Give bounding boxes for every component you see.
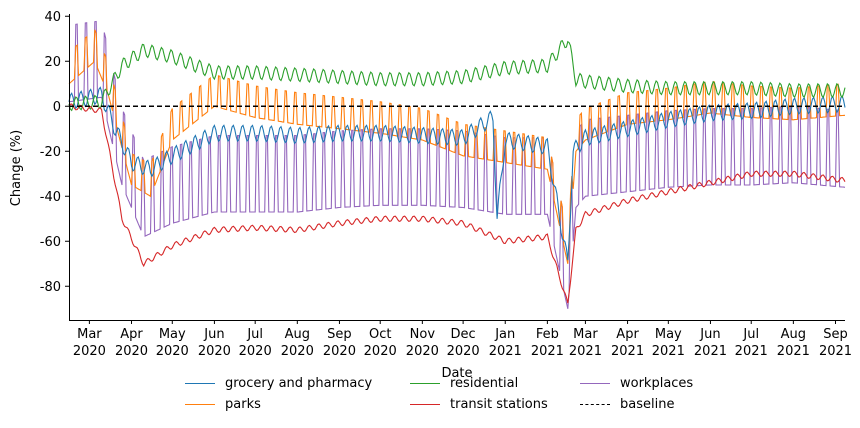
legend-swatch-transit <box>410 403 440 405</box>
x-tick-month: Jul <box>246 327 263 342</box>
legend-label-residential: residential <box>450 375 519 391</box>
x-tick-month: Aug <box>285 327 310 342</box>
y-axis-label: Change (%) <box>9 130 24 206</box>
x-tick-year: 2020 <box>239 344 272 359</box>
series-line-parks <box>68 29 846 264</box>
x-tick-month: Sep <box>823 327 848 342</box>
x-tick-month: Jul <box>742 327 759 342</box>
y-tick-label: -20 <box>40 145 61 160</box>
x-axis-label: Date <box>441 366 472 381</box>
legend-label-workplaces: workplaces <box>620 375 694 391</box>
legend-swatch-baseline <box>580 403 610 405</box>
legend-swatch-grocery <box>185 382 215 384</box>
x-tick-year: 2021 <box>531 344 564 359</box>
legend-swatch-parks <box>185 403 215 405</box>
series-line-workplaces <box>68 20 846 309</box>
legend: grocery and pharmacy residential workpla… <box>185 374 730 413</box>
x-tick-month: Sep <box>327 327 352 342</box>
x-tick-month: Dec <box>451 327 476 342</box>
x-tick-year: 2021 <box>652 344 685 359</box>
x-tick-month: Apr <box>616 327 639 342</box>
y-tick-label: -60 <box>40 235 61 250</box>
x-tick-month: May <box>655 327 682 342</box>
series-line-transit-stations <box>68 103 846 304</box>
series-line-residential <box>68 39 846 112</box>
legend-label-grocery: grocery and pharmacy <box>225 375 373 391</box>
x-tick-year: 2020 <box>281 344 314 359</box>
x-tick-month: Nov <box>410 327 436 342</box>
legend-item-workplaces: workplaces <box>580 374 730 392</box>
x-tick-month: Aug <box>781 327 806 342</box>
x-ticks: Mar 2020 Apr 2020 May 2020 Jun 2020 Jul 2020 Aug 20… <box>73 320 852 359</box>
x-tick-year: 2020 <box>323 344 356 359</box>
x-tick-year: 2021 <box>777 344 810 359</box>
x-tick-month: Jun <box>203 327 224 342</box>
legend-swatch-workplaces <box>580 382 610 384</box>
x-tick-year: 2020 <box>73 344 106 359</box>
legend-item-parks: parks <box>185 395 410 413</box>
series-line-grocery-and-pharmacy <box>68 86 846 261</box>
x-tick-month: May <box>159 327 186 342</box>
y-tick-label: 0 <box>53 100 61 115</box>
legend-label-baseline: baseline <box>620 396 675 412</box>
x-tick-year: 2020 <box>156 344 189 359</box>
x-tick-year: 2020 <box>198 344 231 359</box>
x-tick-year: 2021 <box>569 344 602 359</box>
x-tick-month: Apr <box>120 327 143 342</box>
legend-label-transit: transit stations <box>450 396 548 412</box>
x-tick-year: 2021 <box>819 344 852 359</box>
legend-item-baseline: baseline <box>580 395 730 413</box>
x-tick-month: Oct <box>369 327 391 342</box>
x-tick-month: Jan <box>494 327 515 342</box>
x-tick-month: Mar <box>77 327 102 342</box>
x-tick-year: 2020 <box>406 344 439 359</box>
x-tick-year: 2020 <box>115 344 148 359</box>
x-tick-month: Jun <box>699 327 720 342</box>
x-tick-year: 2021 <box>694 344 727 359</box>
y-tick-label: -80 <box>40 280 61 295</box>
legend-item-grocery: grocery and pharmacy <box>185 374 410 392</box>
x-tick-month: Feb <box>536 327 559 342</box>
x-tick-year: 2021 <box>489 344 522 359</box>
y-tick-label: -40 <box>40 190 61 205</box>
x-tick-month: Mar <box>573 327 598 342</box>
legend-item-transit: transit stations <box>410 395 580 413</box>
y-tick-label: 40 <box>44 10 61 25</box>
series-layer <box>68 20 846 309</box>
x-tick-year: 2021 <box>735 344 768 359</box>
x-tick-year: 2020 <box>447 344 480 359</box>
x-tick-year: 2020 <box>364 344 397 359</box>
legend-label-parks: parks <box>225 396 261 412</box>
x-tick-year: 2021 <box>611 344 644 359</box>
legend-swatch-residential <box>410 382 440 384</box>
y-tick-label: 20 <box>44 55 61 70</box>
y-ticks: 40 20 0 -20 -40 -60 -80 <box>40 10 69 295</box>
legend-item-residential: residential <box>410 374 580 392</box>
